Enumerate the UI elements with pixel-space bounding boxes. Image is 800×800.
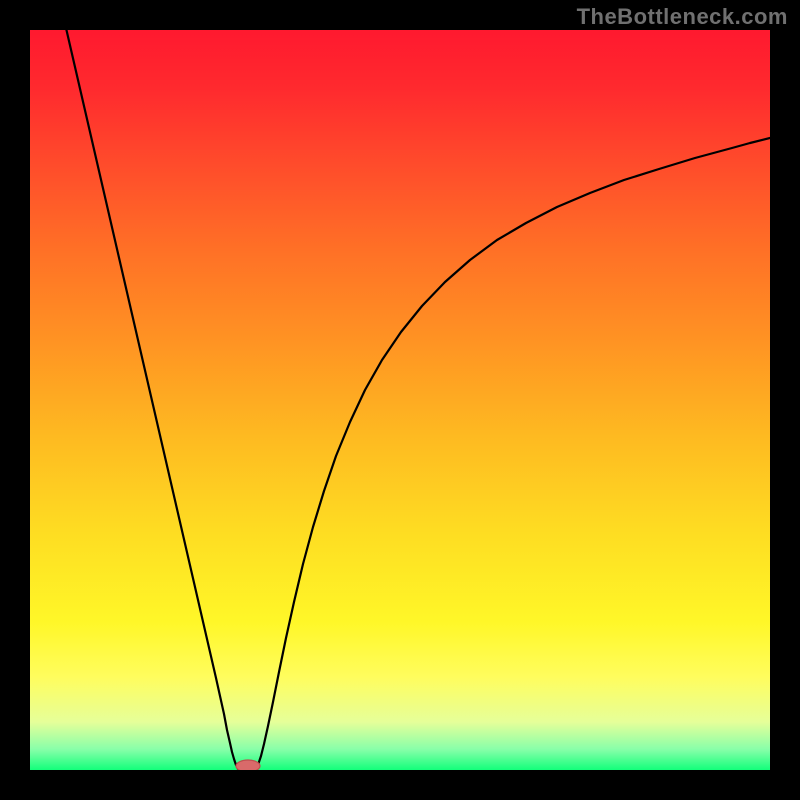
- minimum-marker: [236, 760, 260, 770]
- chart-svg: [30, 30, 770, 770]
- chart-canvas: TheBottleneck.com: [0, 0, 800, 800]
- watermark-text: TheBottleneck.com: [577, 4, 788, 30]
- plot-background: [30, 30, 770, 770]
- plot-area: [30, 30, 770, 770]
